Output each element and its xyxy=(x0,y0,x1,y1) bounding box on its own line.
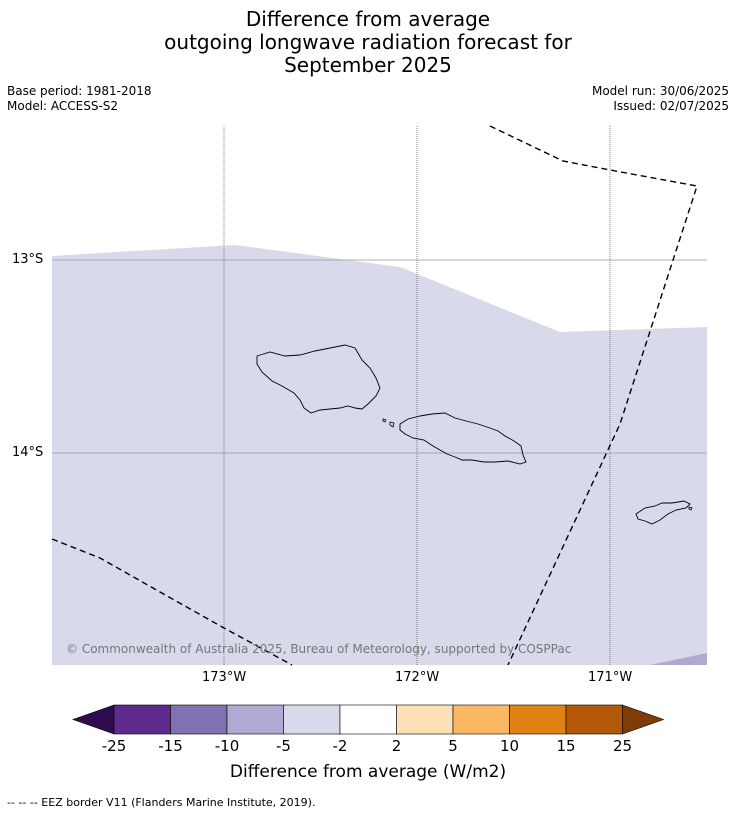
colorbar-tick-label: 5 xyxy=(448,737,458,755)
colorbar-tick-label: -10 xyxy=(214,737,240,755)
island-upolu xyxy=(399,412,527,465)
colorbar-under-arrow xyxy=(72,704,115,735)
eez-border-north xyxy=(489,125,698,666)
anomaly-field-corner xyxy=(650,653,707,665)
colorbar-segment xyxy=(565,704,623,735)
model-run-label: Model run: 30/06/2025 xyxy=(591,84,729,98)
colorbar-tick-label: 10 xyxy=(499,737,520,755)
meta-left: Base period: 1981-2018 Model: ACCESS-S2 xyxy=(7,84,152,114)
colorbar-segment xyxy=(113,704,171,735)
issued-label: Issued: 02/07/2025 xyxy=(613,99,729,113)
colorbar-segment xyxy=(509,704,567,735)
anomaly-field xyxy=(52,245,707,665)
colorbar-tick-label: 25 xyxy=(612,737,633,755)
colorbar-tick-label: -15 xyxy=(158,737,183,755)
colorbar-segment xyxy=(170,704,228,735)
colorbar xyxy=(72,704,665,735)
colorbar-segment xyxy=(452,704,510,735)
island-savaii xyxy=(256,344,381,414)
map-plot-area xyxy=(51,125,707,666)
lon-tick-172w: 172°W xyxy=(395,670,440,685)
colorbar-tick-label: 2 xyxy=(391,737,402,755)
colorbar-over-arrow xyxy=(622,704,665,735)
meta-right: Model run: 30/06/2025 Issued: 02/07/2025 xyxy=(592,84,729,114)
colorbar-label: Difference from average (W/m2) xyxy=(229,762,507,782)
islet-apolima xyxy=(382,418,387,423)
title-line-2: outgoing longwave radiation forecast for xyxy=(164,30,572,54)
lat-tick-14s: 14°S xyxy=(12,445,44,460)
title-line-1: Difference from average xyxy=(245,7,491,31)
islet-aunuu xyxy=(688,506,693,511)
lon-tick-173w: 173°W xyxy=(202,670,247,685)
colorbar-segment xyxy=(283,704,341,735)
colorbar-segment xyxy=(339,704,397,735)
model-label: Model: ACCESS-S2 xyxy=(7,99,119,113)
eez-border-southwest xyxy=(51,538,293,666)
eez-footnote: -- -- -- EEZ border V11 (Flanders Marine… xyxy=(7,796,316,809)
chart-title: Difference from average outgoing longwav… xyxy=(0,8,736,77)
islet-manono xyxy=(389,421,395,428)
colorbar-tick-label: -2 xyxy=(332,737,348,755)
copyright-notice: © Commonwealth of Australia 2025, Bureau… xyxy=(66,642,572,656)
base-period-label: Base period: 1981-2018 xyxy=(7,84,152,98)
colorbar-segment xyxy=(226,704,284,735)
colorbar-segment xyxy=(396,704,454,735)
lat-tick-13s: 13°S xyxy=(12,252,44,267)
lon-tick-171w: 171°W xyxy=(588,670,633,685)
colorbar-tick-label: -5 xyxy=(276,737,291,755)
title-line-3: September 2025 xyxy=(284,53,452,77)
island-tutuila xyxy=(635,500,691,525)
colorbar-tick-label: -25 xyxy=(101,737,127,755)
colorbar-tick-label: 15 xyxy=(556,737,576,755)
